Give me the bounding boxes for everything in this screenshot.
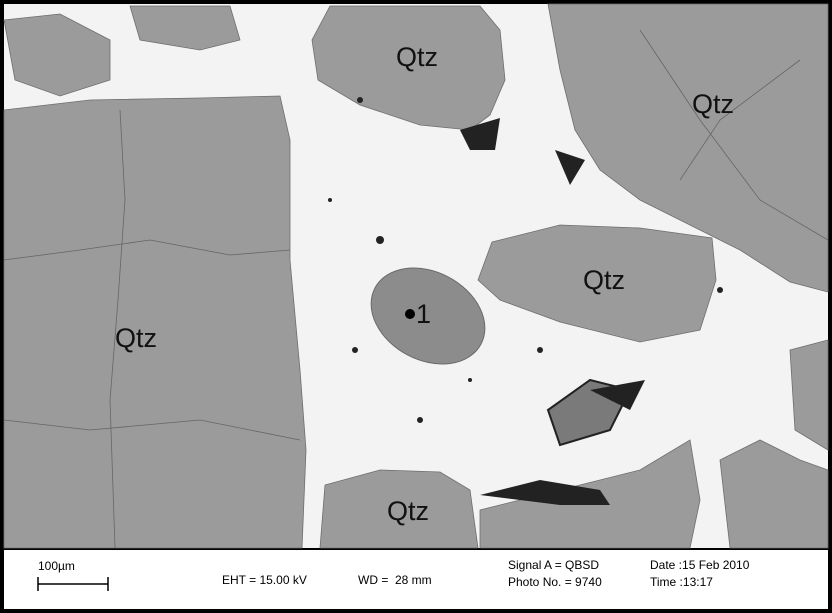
- eht: EHT = 15.00 kV: [222, 573, 307, 587]
- sem-micrograph: Qtz Qtz Qtz Qtz Qtz 1 100µm EHT = 15.00 …: [0, 0, 832, 613]
- analysis-point: [405, 309, 415, 319]
- mineral-label: Qtz: [387, 496, 429, 526]
- photo-no: Photo No. = 9740: [508, 575, 602, 589]
- mineral-label: Qtz: [583, 265, 625, 295]
- scale-label: 100µm: [38, 559, 75, 573]
- time: Time :13:17: [650, 575, 713, 589]
- mineral-label: Qtz: [115, 323, 157, 353]
- point-label: 1: [416, 299, 431, 329]
- signal: Signal A = QBSD: [508, 558, 599, 572]
- wd: WD = 28 mm: [358, 573, 432, 587]
- mineral-label: Qtz: [396, 42, 438, 72]
- grain: [4, 96, 306, 548]
- info-bar: 100µm EHT = 15.00 kV WD = 28 mm Signal A…: [4, 550, 828, 609]
- date: Date :15 Feb 2010: [650, 558, 750, 572]
- mineral-label: Qtz: [692, 89, 734, 119]
